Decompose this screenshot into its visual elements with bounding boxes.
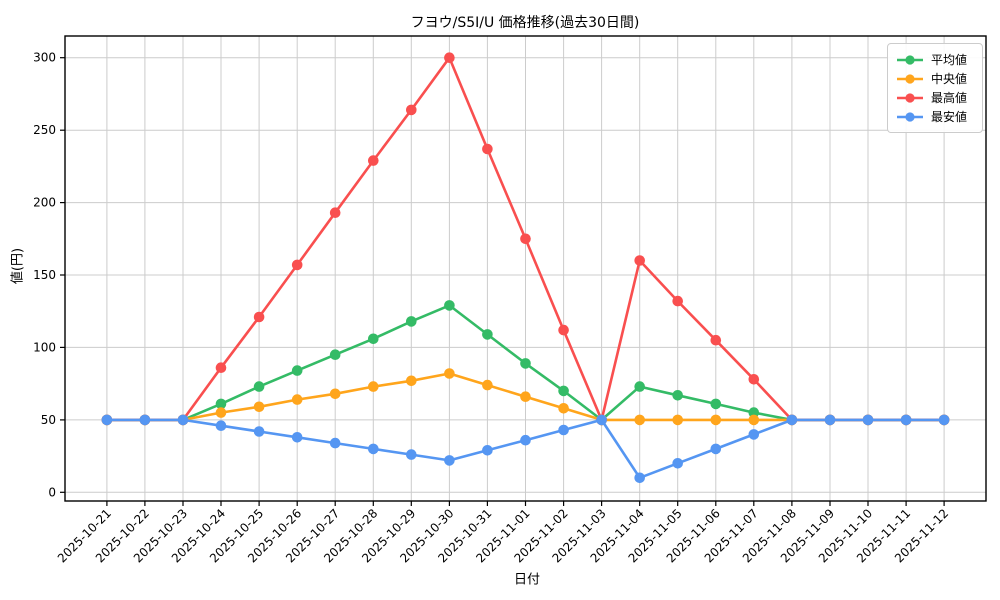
data-point-min: [748, 429, 760, 440]
data-point-min: [291, 432, 303, 443]
legend-item-average: 平均値: [896, 50, 972, 69]
data-point-average: [215, 398, 227, 410]
data-point-max: [368, 155, 379, 166]
data-point-median: [634, 414, 645, 426]
grid: [65, 36, 986, 501]
data-point-median: [406, 375, 417, 387]
legend-marker-max: [897, 92, 923, 103]
data-point-median: [558, 403, 569, 414]
data-point-min: [101, 414, 113, 426]
data-point-average: [634, 381, 645, 392]
legend-label-max: 最高値: [931, 91, 968, 105]
y-tick-label: 0: [48, 485, 56, 499]
data-point-median: [215, 407, 227, 418]
data-point-max: [558, 324, 569, 336]
data-point-min: [215, 420, 227, 432]
data-point-min: [329, 437, 341, 449]
legend-marker-median: [897, 73, 923, 84]
legend: 平均値中央値最高値最安値: [887, 43, 983, 133]
data-point-max: [634, 255, 645, 266]
data-point-min: [368, 443, 379, 455]
y-tick-label: 200: [33, 196, 56, 210]
legend-item-min: 最安値: [896, 107, 972, 126]
chart-title: フヨウ/S5I/U 価格推移(過去30日間): [410, 15, 640, 31]
data-point-max: [482, 143, 493, 155]
legend-marker-average: [897, 54, 923, 65]
legend-item-median: 中央値: [896, 69, 972, 88]
data-point-max: [291, 259, 303, 271]
data-point-min: [786, 414, 798, 426]
data-point-average: [748, 407, 760, 418]
legend-label-average: 平均値: [931, 53, 968, 67]
data-point-median: [329, 388, 341, 400]
data-point-median: [482, 379, 493, 391]
x-axis-ticks: 2025-10-212025-10-222025-10-232025-10-24…: [55, 501, 951, 565]
data-point-average: [368, 333, 379, 345]
data-point-min: [596, 414, 607, 426]
data-point-average: [329, 349, 341, 361]
data-point-max: [748, 374, 760, 385]
y-tick-label: 150: [33, 268, 56, 282]
data-point-max: [672, 295, 683, 307]
data-point-min: [177, 414, 189, 426]
data-point-min: [444, 455, 455, 466]
data-point-median: [253, 401, 265, 413]
data-point-min: [253, 426, 265, 437]
data-point-max: [444, 52, 455, 63]
data-point-average: [406, 316, 417, 327]
data-point-median: [291, 394, 303, 405]
data-point-average: [291, 365, 303, 376]
data-point-median: [710, 414, 722, 426]
series-min: [101, 414, 950, 484]
data-point-max: [329, 207, 341, 218]
data-point-min: [824, 414, 836, 426]
data-point-min: [634, 472, 645, 484]
legend-label-median: 中央値: [931, 72, 968, 86]
data-point-average: [710, 398, 722, 410]
data-point-median: [520, 391, 531, 403]
y-tick-label: 50: [41, 413, 56, 427]
data-point-median: [748, 414, 760, 426]
data-point-average: [558, 385, 569, 397]
data-point-min: [482, 445, 493, 456]
y-tick-label: 300: [33, 51, 56, 65]
y-axis-ticks: 0 50 100 150 200 250 300: [33, 51, 65, 499]
data-point-max: [215, 362, 227, 374]
data-point-max: [406, 104, 417, 116]
data-point-average: [444, 300, 455, 311]
data-point-max: [710, 334, 722, 346]
data-point-max: [253, 311, 265, 323]
legend-label-min: 最安値: [931, 110, 968, 124]
data-point-max: [520, 233, 531, 245]
legend-marker-min: [897, 111, 923, 122]
data-point-min: [139, 414, 151, 426]
data-point-min: [672, 458, 683, 469]
data-point-median: [444, 368, 455, 379]
data-point-min: [710, 443, 722, 455]
data-point-min: [406, 449, 417, 460]
data-point-average: [520, 358, 531, 369]
data-point-average: [672, 390, 683, 401]
y-tick-label: 250: [33, 123, 56, 137]
data-point-min: [900, 414, 912, 426]
data-point-median: [368, 381, 379, 392]
y-axis-label: 値(円): [10, 247, 26, 285]
data-point-min: [520, 434, 531, 446]
data-point-average: [482, 329, 493, 340]
data-point-min: [862, 414, 874, 426]
legend-item-max: 最高値: [896, 88, 972, 107]
y-tick-label: 100: [33, 340, 56, 354]
data-point-min: [558, 424, 569, 436]
data-point-median: [672, 414, 683, 426]
x-axis-label: 日付: [513, 572, 541, 588]
data-point-min: [938, 414, 950, 426]
data-point-average: [253, 381, 265, 392]
